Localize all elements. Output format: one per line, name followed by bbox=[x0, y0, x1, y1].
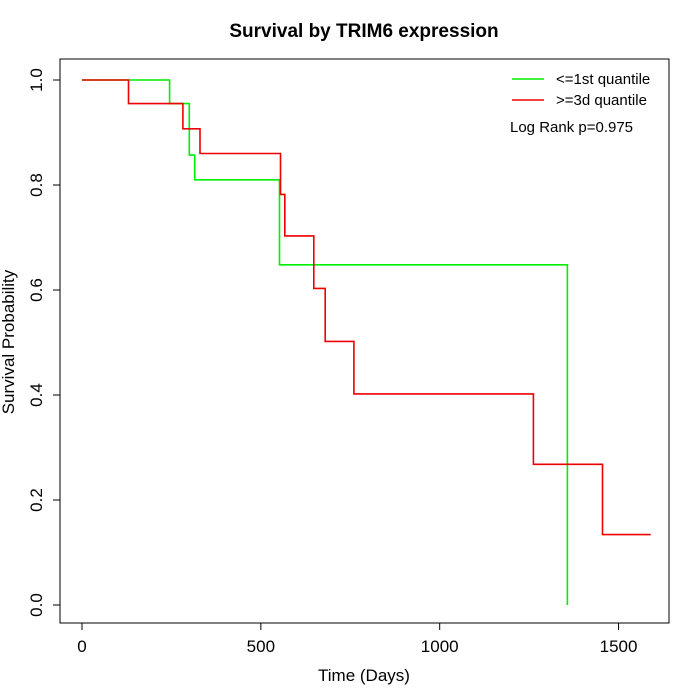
y-tick-label: 0.8 bbox=[27, 173, 46, 197]
chart-title: Survival by TRIM6 expression bbox=[229, 21, 498, 42]
x-tick-label: 1000 bbox=[421, 637, 459, 656]
y-axis: 0.0 0.2 0.4 0.6 0.8 1.0 bbox=[27, 68, 60, 617]
y-tick-label: 0.4 bbox=[27, 383, 46, 407]
legend-label-low: <=1st quantile bbox=[556, 71, 650, 88]
x-axis-label: Time (Days) bbox=[318, 666, 410, 685]
y-tick-label: 0.2 bbox=[27, 488, 46, 512]
x-tick-label: 0 bbox=[77, 637, 86, 656]
x-tick-label: 500 bbox=[247, 637, 275, 656]
legend-label-high: >=3d quantile bbox=[556, 92, 647, 109]
y-axis-label: Survival Probability bbox=[0, 269, 18, 414]
series-group bbox=[82, 79, 651, 605]
y-tick-label: 1.0 bbox=[27, 68, 46, 92]
x-tick-label: 1500 bbox=[600, 637, 638, 656]
x-axis: 0 500 1000 1500 bbox=[77, 622, 638, 656]
y-tick-label: 0.0 bbox=[27, 593, 46, 617]
series-line-high-expression bbox=[82, 79, 651, 536]
legend: <=1st quantile >=3d quantile bbox=[512, 71, 650, 109]
series-line-low-expression bbox=[82, 79, 569, 605]
y-tick-label: 0.6 bbox=[27, 278, 46, 302]
log-rank-annotation: Log Rank p=0.975 bbox=[510, 119, 633, 136]
